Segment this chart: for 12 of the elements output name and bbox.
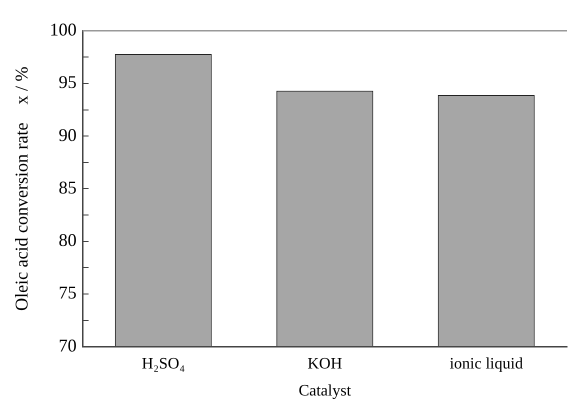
y-axis-title: Oleic acid conversion rate x / % bbox=[12, 66, 32, 311]
x-tick-label: KOH bbox=[307, 355, 343, 372]
y-tick-label: 75 bbox=[58, 282, 77, 303]
x-tick-label: ionic liquid bbox=[450, 355, 523, 372]
x-tick-label: H₂SO₄ bbox=[142, 355, 186, 372]
y-tick-label: 100 bbox=[50, 20, 77, 40]
y-tick-label: 95 bbox=[58, 72, 77, 92]
y-tick-label: 85 bbox=[58, 177, 77, 198]
y-tick-label: 80 bbox=[58, 230, 77, 250]
y-tick-label: 70 bbox=[58, 335, 77, 356]
x-axis-title: Catalyst bbox=[298, 382, 352, 400]
y-tick-label: 90 bbox=[58, 124, 77, 145]
